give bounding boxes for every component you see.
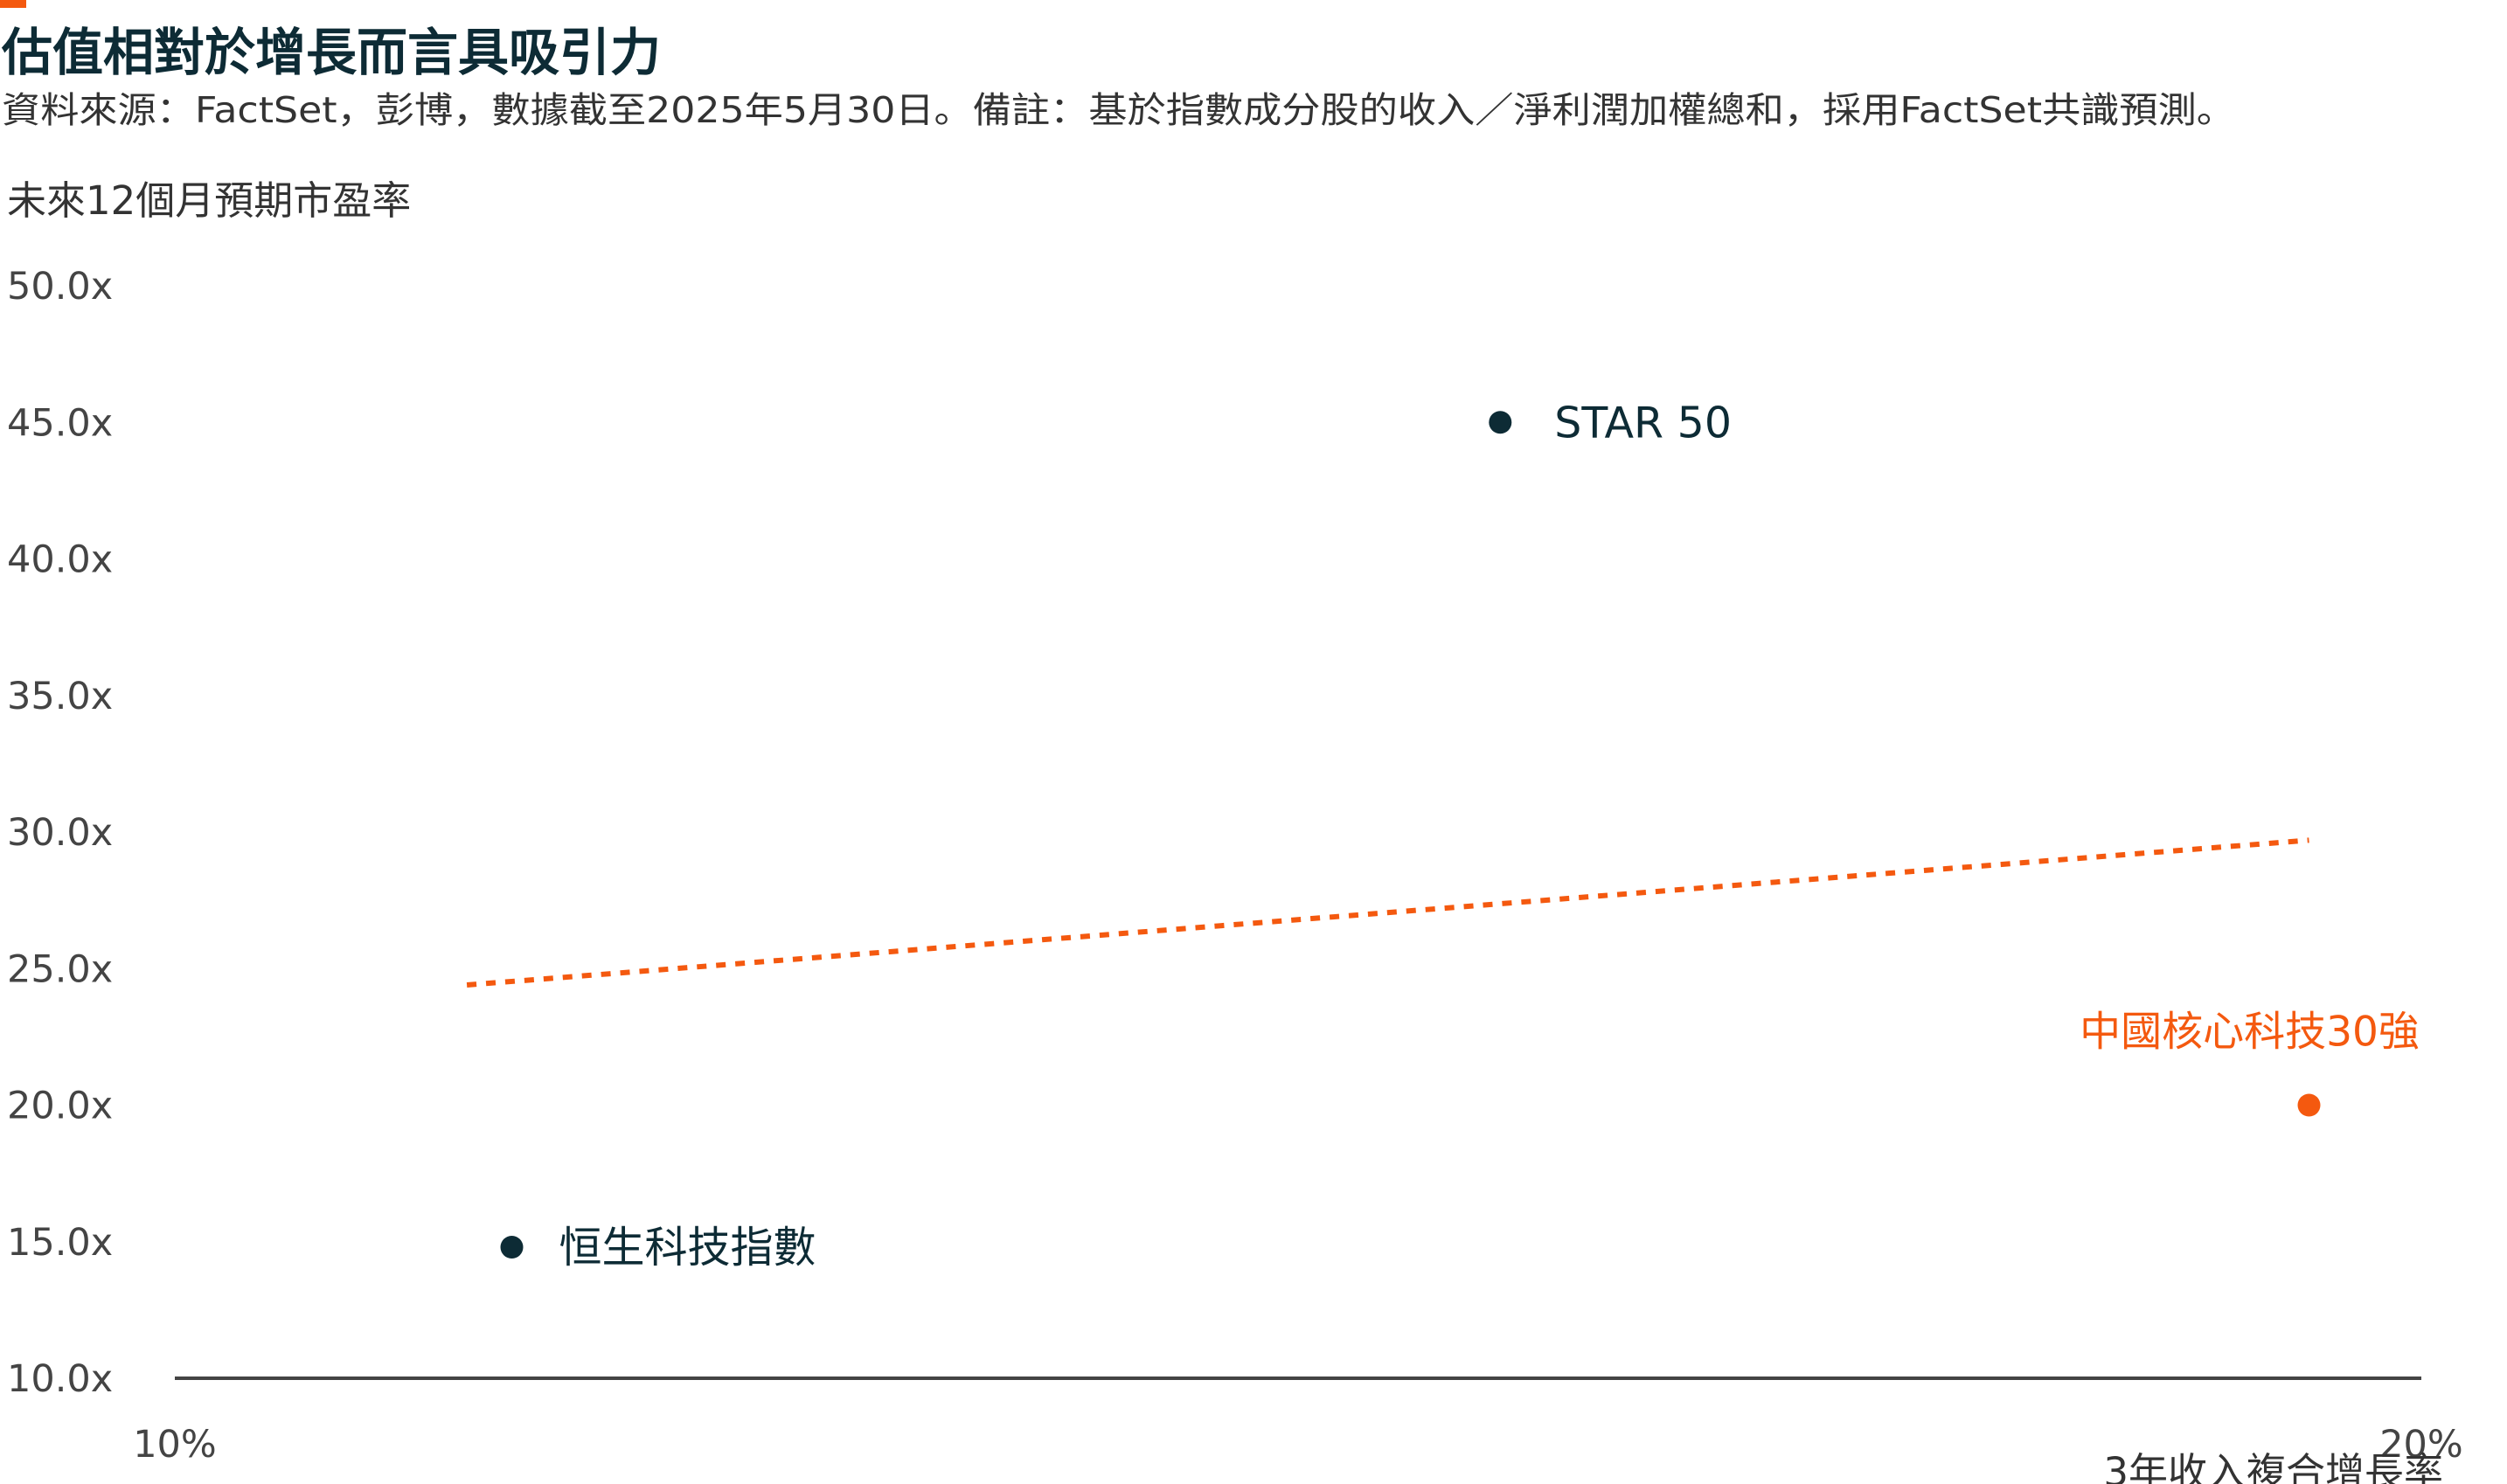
y-tick-label: 30.0x xyxy=(7,811,113,855)
y-tick-label: 50.0x xyxy=(7,265,113,309)
data-point xyxy=(1489,411,1512,434)
y-tick-label: 35.0x xyxy=(7,675,113,718)
y-tick-label: 20.0x xyxy=(7,1085,113,1128)
data-point xyxy=(500,1236,524,1259)
y-tick-label: 15.0x xyxy=(7,1221,113,1265)
y-tick-label: 25.0x xyxy=(7,947,113,991)
x-tick-label: 20% xyxy=(2379,1423,2463,1467)
data-point-label: 中國核心科技30強 xyxy=(2080,1009,2420,1057)
chart-title: 估值相對於增長而言具吸引力 xyxy=(1,23,661,82)
x-axis-ticks: 10% 20% xyxy=(133,1423,2463,1467)
accent-bar xyxy=(0,0,26,8)
data-point-label: STAR 50 xyxy=(1554,398,1732,447)
x-tick-label: 10% xyxy=(133,1423,217,1467)
chart-note: 資料來源：FactSet，彭博，數據截至2025年5月30日。備註：基於指數成分… xyxy=(2,89,2235,131)
x-axis-label: 3年收入複合增長率 xyxy=(2103,1449,2443,1484)
trendline xyxy=(466,837,2309,988)
y-tick-label: 45.0x xyxy=(7,401,113,445)
y-tick-label: 40.0x xyxy=(7,538,113,582)
y-tick-label: 10.0x xyxy=(7,1357,113,1401)
data-point-label: 恒生科技指數 xyxy=(559,1223,816,1272)
y-axis-ticks: 10.0x 15.0x 20.0x 25.0x 30.0x 35.0x 40.0x 45.0x… xyxy=(7,265,113,1401)
data-point xyxy=(2297,1093,2321,1117)
y-axis-label: 未來12個月預期市盈率 xyxy=(7,177,411,224)
